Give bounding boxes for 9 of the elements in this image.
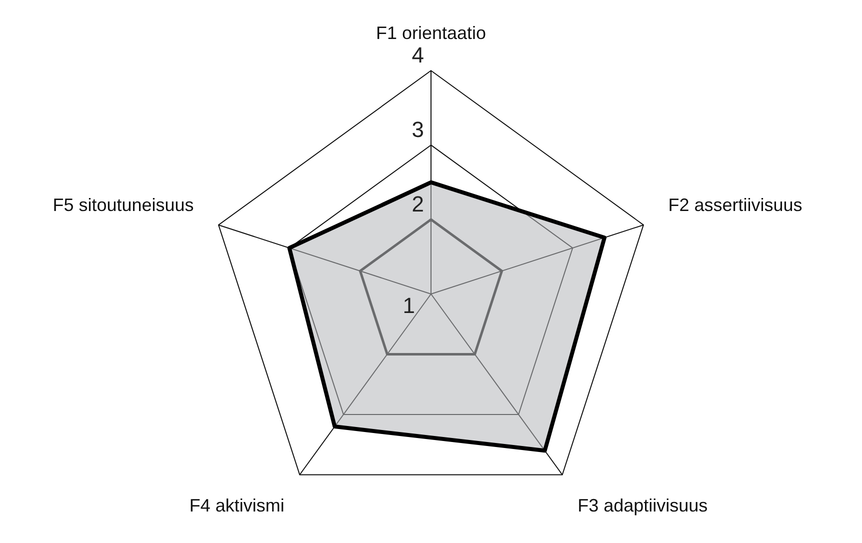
y-tick-label: 4 <box>412 42 424 68</box>
spoke-label: F4 aktivismi <box>189 496 284 516</box>
spoke-label: F3 adaptiivisuus <box>578 496 708 516</box>
spoke-label: F2 assertiivisuus <box>668 195 802 216</box>
y-tick-label: 1 <box>402 293 415 318</box>
spoke-label: F5 sitoutuneisuus <box>52 195 194 216</box>
y-tick-label: 2 <box>412 192 424 217</box>
spoke-label: F1 orientaatio <box>376 22 486 43</box>
y-tick-label: 3 <box>412 117 424 142</box>
